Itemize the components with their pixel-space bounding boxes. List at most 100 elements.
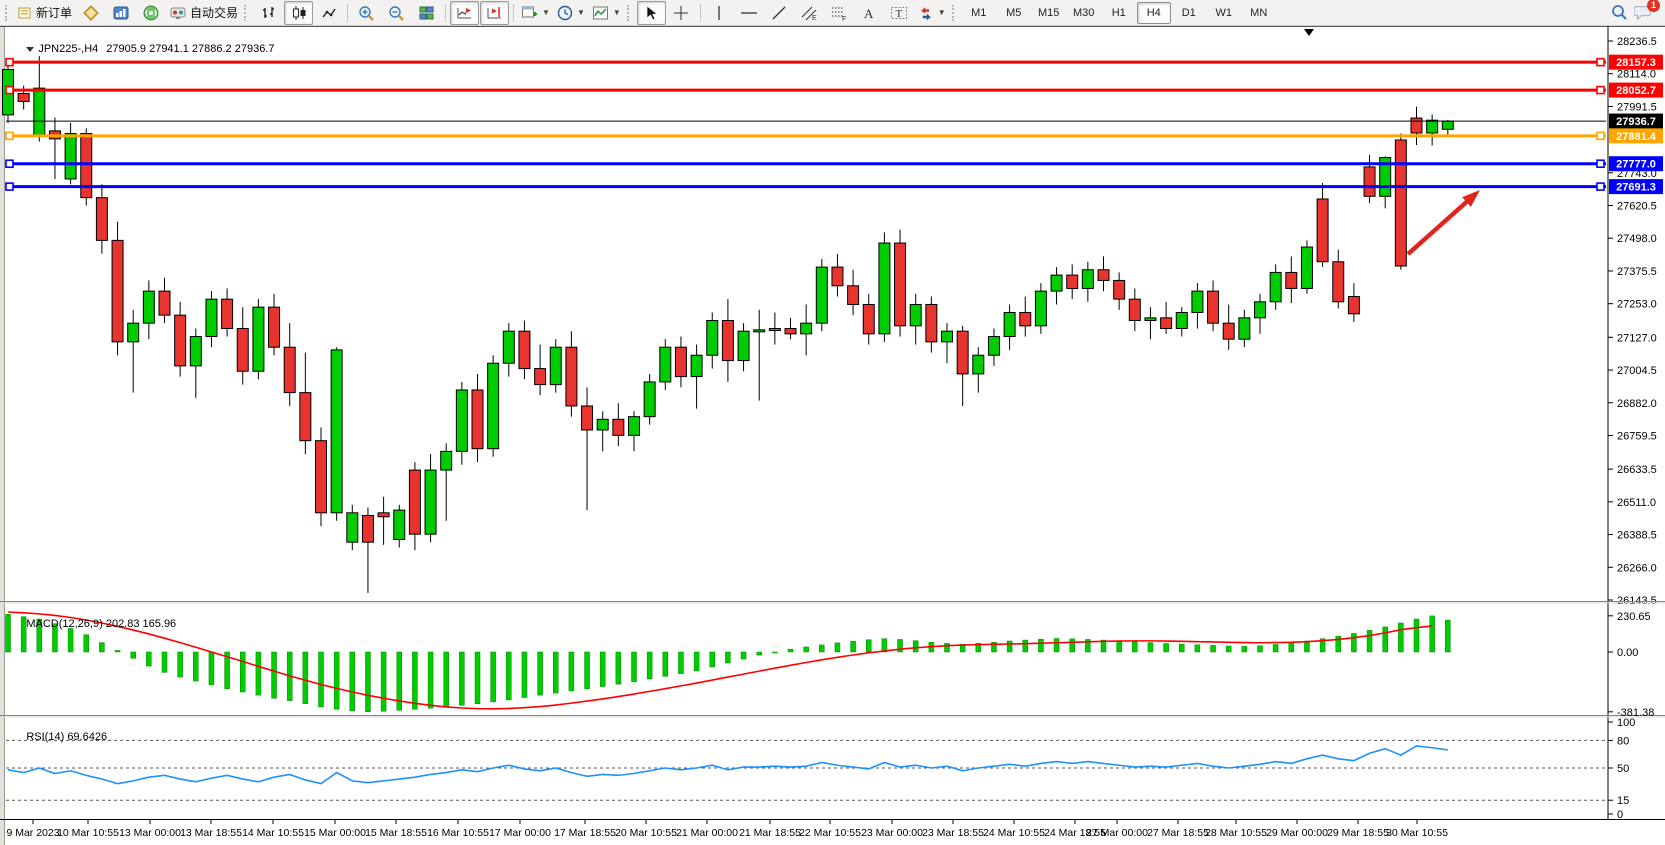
toolbar-grip[interactable] [244,4,251,21]
macd-histogram-bar [1257,645,1263,653]
level-line-handle[interactable] [1596,131,1605,141]
timeframe-button-MN[interactable]: MN [1250,6,1268,19]
toolbar-grip[interactable] [951,4,959,21]
notifications-button[interactable]: 1 [1634,0,1660,22]
time-label: 29 Mar 00:00 [1266,827,1328,839]
macd-histogram-bar [1147,642,1154,653]
price-tick-label: 26882.0 [1617,398,1657,410]
candle-body [1160,317,1173,330]
macd-histogram-bar [819,644,825,653]
macd-histogram-bar [678,651,684,674]
chart-title[interactable]: JPN225-,H4 27905.9 27941.1 27886.2 27936.… [8,31,274,67]
auto-scroll-button[interactable] [450,0,480,25]
macd-histogram-bar [756,651,762,656]
macd-signal-line [7,611,1433,710]
timeframe-button-M30[interactable]: M30 [1073,6,1095,19]
price-tick-label: 26759.5 [1617,430,1657,442]
chart-window[interactable]: 28236.5 28114.0 27991.5 27743.0 27620.5 27498… [0,26,1665,845]
tile-windows-button[interactable] [412,1,441,25]
toolbar-grip[interactable] [626,4,634,21]
level-line-handle[interactable] [5,57,14,67]
cursor-tool-button[interactable] [636,0,666,25]
symbol-dropdown-icon[interactable] [26,46,35,52]
macd-histogram-bar [1429,615,1435,653]
timeframe-button-D1[interactable]: D1 [1181,6,1196,19]
level-line-handle[interactable] [5,182,14,191]
candle-body [1316,198,1329,263]
macd-histogram-bar [318,651,324,708]
level-line-handle[interactable] [5,131,14,141]
level-line-handle[interactable] [1596,85,1605,95]
macd-histogram-bar [1366,630,1373,653]
macd-histogram-bar [1445,619,1451,653]
vertical-line-tool[interactable] [705,1,734,25]
macd-histogram-bar [1413,618,1420,653]
zoom-in-icon [358,5,375,21]
arrows-tool-dropdown[interactable]: ▼ [915,1,949,25]
candle-body [987,336,1000,356]
level-line-handle[interactable] [1596,57,1605,67]
search-icon[interactable] [1610,4,1628,21]
charts-window-button[interactable] [106,1,135,25]
timeframe-button-H4[interactable]: H4 [1136,1,1171,24]
candle-body [784,328,797,335]
macd-histogram-bar [412,651,418,710]
macd-histogram-bar [1038,638,1044,653]
timeframe-button-M15[interactable]: M15 [1038,6,1060,19]
autotrading-toggle[interactable]: 自动交易 [166,1,241,25]
level-line-handle[interactable] [1596,182,1605,191]
text-label-tool[interactable]: T [885,1,914,25]
fibonacci-tool[interactable]: F [825,1,854,25]
period-dropdown[interactable]: ▼ [554,1,588,25]
candle-body [706,320,719,356]
time-label: 15 Mar 18:55 [365,827,427,839]
time-label: 27 Mar 00:00 [1086,827,1148,839]
new-chart-dropdown[interactable]: ▼ [518,1,553,25]
macd-histogram-bar [959,643,966,653]
macd-histogram-bar [646,651,653,680]
macd-histogram-bar [1210,645,1216,653]
timeframe-button-M5[interactable]: M5 [1006,6,1022,19]
new-order-button[interactable]: 新订单 [15,1,75,25]
time-label: 22 Mar 10:55 [799,827,861,839]
level-line-handle[interactable] [5,85,14,95]
candle-body [424,469,437,535]
bar-chart-button[interactable] [254,1,283,25]
candle-body [941,330,953,343]
rsi-value: 69.6426 [67,731,108,743]
line-chart-button[interactable] [314,1,343,25]
macd-histogram-bar [20,616,27,653]
zoom-in-button[interactable] [352,1,381,25]
candle-body [315,440,327,514]
broadcast-button[interactable] [136,1,165,25]
zoom-out-button[interactable] [382,1,411,25]
candlestick-chart-button[interactable] [284,0,314,25]
trendline-tool[interactable] [765,1,794,25]
crosshair-tool-button[interactable] [667,1,696,25]
indicators-dropdown[interactable]: ▼ [589,1,624,25]
chart-shift-marker[interactable] [1304,29,1314,36]
macd-histogram-bar [52,623,58,653]
macd-histogram-bar [36,618,43,653]
price-badge-label: 27777.0 [1616,159,1656,171]
styler-button[interactable] [76,1,105,25]
macd-histogram-bar [1179,643,1185,653]
level-line-handle[interactable] [5,159,14,169]
candle-body [142,290,155,324]
level-line-handle[interactable] [1596,159,1605,169]
timeframe-button-H1[interactable]: H1 [1111,6,1126,19]
timeframe-button-W1[interactable]: W1 [1215,6,1232,19]
text-tool[interactable]: A [855,1,884,25]
chart-shift-button[interactable] [480,0,510,25]
rsi-scale-label: 0 [1617,809,1623,821]
horizontal-line-tool[interactable] [735,1,764,25]
equidistant-channel-tool[interactable]: E [795,1,824,25]
timeframe-button-M1[interactable]: M1 [971,6,987,19]
trend-arrow-head[interactable] [1462,190,1480,207]
macd-histogram-bar [615,651,622,685]
candle-body [80,133,93,199]
macd-histogram-bar [114,650,121,653]
trend-arrow[interactable] [1406,196,1473,256]
chevron-down-icon: ▼ [576,8,585,17]
toolbar-grip[interactable] [5,4,12,21]
